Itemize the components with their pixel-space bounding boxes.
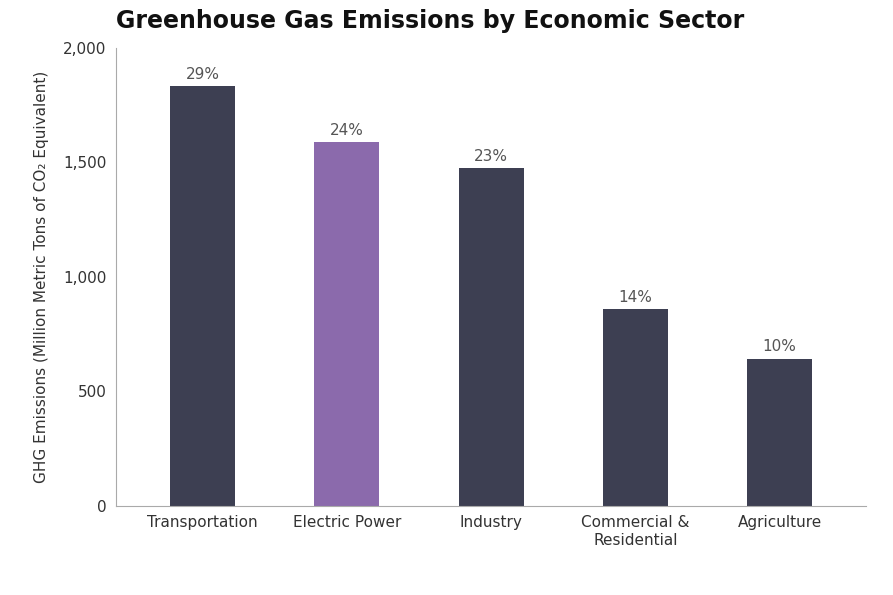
Bar xyxy=(459,168,523,506)
Text: 29%: 29% xyxy=(186,67,220,82)
Text: 24%: 24% xyxy=(330,123,363,137)
Bar xyxy=(603,309,668,506)
Bar xyxy=(314,142,380,506)
Bar xyxy=(171,86,235,506)
Text: 10%: 10% xyxy=(763,339,797,355)
Text: Greenhouse Gas Emissions by Economic Sector: Greenhouse Gas Emissions by Economic Sec… xyxy=(116,9,745,33)
Y-axis label: GHG Emissions (Million Metric Tons of CO₂ Equivalent): GHG Emissions (Million Metric Tons of CO… xyxy=(34,71,49,483)
Bar xyxy=(747,359,812,506)
Text: 23%: 23% xyxy=(474,149,508,164)
Text: 14%: 14% xyxy=(619,290,653,305)
